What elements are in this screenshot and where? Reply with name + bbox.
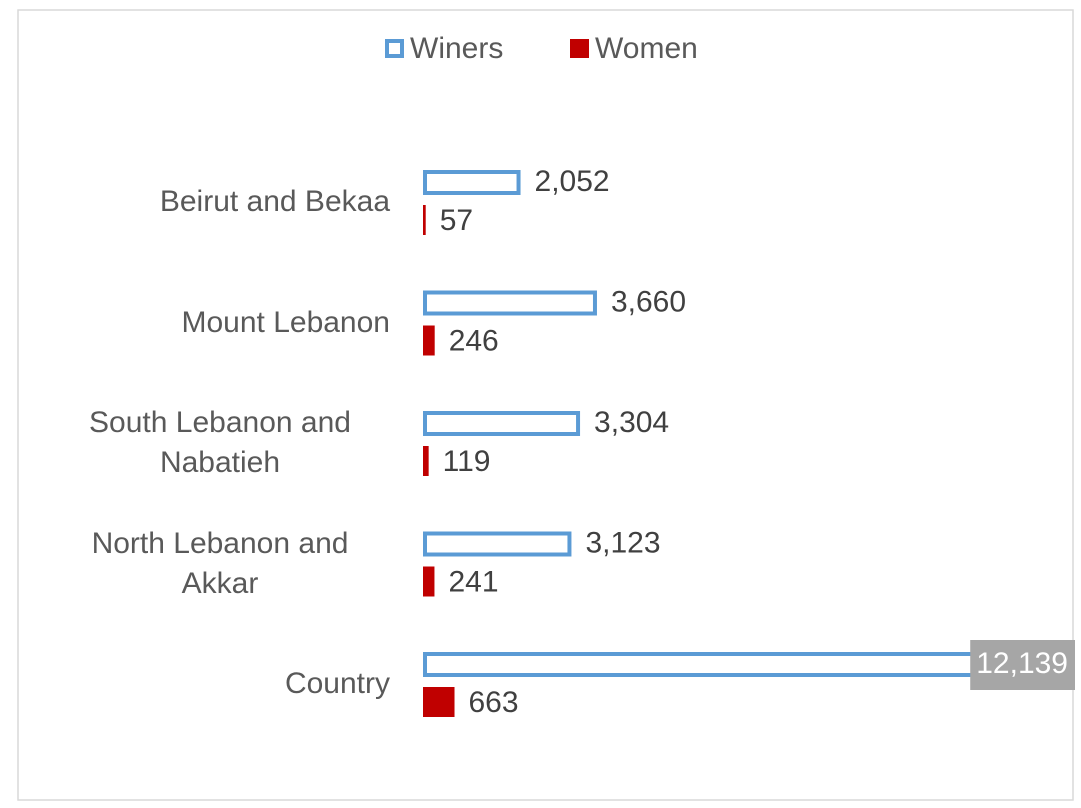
data-label: 57 xyxy=(440,204,473,237)
data-label: 241 xyxy=(448,565,498,598)
bar xyxy=(423,205,426,235)
bar xyxy=(423,566,435,597)
data-label: 3,123 xyxy=(585,526,660,559)
category-label: Mount Lebanon xyxy=(181,305,390,339)
legend-label: Women xyxy=(595,32,698,65)
bar xyxy=(423,411,581,436)
data-label: 246 xyxy=(449,324,499,357)
legend-label: Winers xyxy=(410,32,503,65)
category-label: North Lebanon and Akkar xyxy=(91,526,349,600)
data-label: 663 xyxy=(469,686,519,719)
category-label: Country xyxy=(284,667,390,700)
category-label: Beirut and Bekaa xyxy=(159,185,390,218)
data-label: 3,660 xyxy=(611,285,686,318)
bar xyxy=(423,652,1000,677)
data-label: 12,139 xyxy=(976,647,1068,680)
bar xyxy=(423,170,521,195)
data-label: 2,052 xyxy=(535,165,610,198)
category-label: South Lebanon and Nabatieh xyxy=(89,406,351,479)
legend-swatch xyxy=(570,39,589,58)
bar xyxy=(423,290,597,316)
bar xyxy=(423,687,455,717)
data-label: 119 xyxy=(443,445,491,478)
legend-swatch xyxy=(385,39,404,58)
data-label-box xyxy=(970,640,1075,690)
data-label: 3,304 xyxy=(594,406,669,439)
bar xyxy=(423,325,435,356)
bar xyxy=(423,446,429,476)
bar xyxy=(423,531,572,557)
